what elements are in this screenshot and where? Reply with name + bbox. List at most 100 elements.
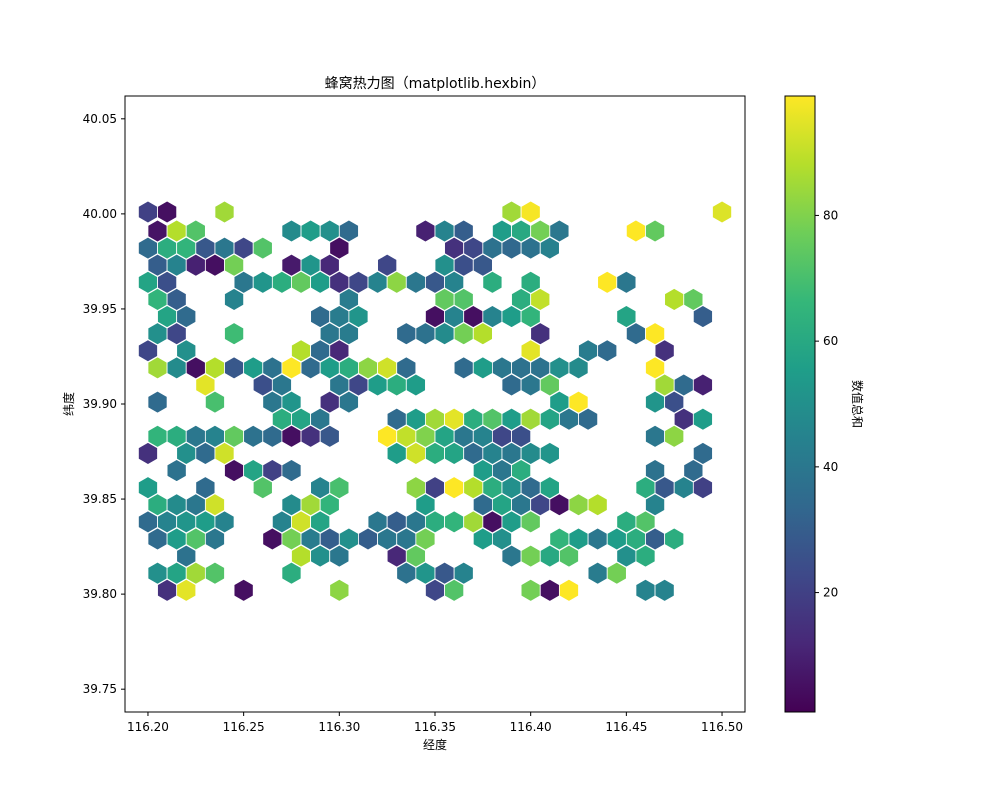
hex-cell xyxy=(482,270,503,294)
hex-cell xyxy=(692,407,713,431)
hex-cell xyxy=(157,270,178,294)
hex-cell xyxy=(530,287,551,311)
hex-cell xyxy=(664,390,685,414)
hex-cell xyxy=(444,270,465,294)
hex-cell xyxy=(645,219,666,243)
hex-cell xyxy=(472,253,493,277)
hex-cell xyxy=(377,253,398,277)
hex-cell xyxy=(405,544,426,568)
hex-cell xyxy=(645,493,666,517)
y-tick-label: 39.80 xyxy=(83,587,117,601)
y-axis-ticks: 39.75 39.80 39.85 39.90 39.95 40.00 40.05 xyxy=(83,112,125,696)
hex-cell xyxy=(195,373,216,397)
y-tick-label: 39.95 xyxy=(83,302,117,316)
hex-cell xyxy=(195,476,216,500)
hex-cell xyxy=(137,476,158,500)
hex-cell xyxy=(319,493,340,517)
hex-cell xyxy=(692,373,713,397)
hex-cell xyxy=(415,527,436,551)
hex-cell xyxy=(558,578,579,602)
hex-cell xyxy=(492,527,512,551)
y-tick-label: 39.85 xyxy=(83,492,117,506)
hex-cell xyxy=(645,322,666,346)
hex-cell xyxy=(664,424,685,448)
y-tick-label: 40.00 xyxy=(83,207,117,221)
hex-cell xyxy=(329,339,350,363)
hex-cell xyxy=(415,493,436,517)
hex-cell xyxy=(692,476,713,500)
hex-cell xyxy=(281,390,302,414)
colorbar-ticks: 20 40 60 80 xyxy=(815,208,838,600)
x-tick-label: 116.50 xyxy=(701,720,743,734)
colorbar-tick-label: 40 xyxy=(823,460,838,474)
hex-cell xyxy=(692,441,713,465)
hex-cell xyxy=(166,459,187,483)
hex-cell xyxy=(558,544,579,568)
hex-cell xyxy=(204,390,225,414)
hex-cell xyxy=(329,236,350,260)
y-tick-label: 39.90 xyxy=(83,397,117,411)
hex-cell xyxy=(224,322,245,346)
hex-cell xyxy=(204,493,225,517)
hex-cell xyxy=(539,373,560,397)
hex-cell xyxy=(338,219,359,243)
hex-cell xyxy=(453,287,474,311)
hex-cell xyxy=(597,339,618,363)
hex-cell xyxy=(539,236,560,260)
colorbar-tick-label: 60 xyxy=(823,334,838,348)
hex-cell xyxy=(405,373,426,397)
hex-cell xyxy=(520,200,541,224)
hex-cell xyxy=(549,219,570,243)
y-axis-label: 纬度 xyxy=(61,392,76,416)
hex-cell xyxy=(176,339,197,363)
hex-cell xyxy=(137,339,158,363)
hex-cell xyxy=(224,287,245,311)
y-tick-label: 40.05 xyxy=(83,112,117,126)
hex-cell xyxy=(520,305,541,329)
hex-cell xyxy=(664,527,685,551)
hex-cell xyxy=(645,356,666,380)
x-axis-ticks: 116.20 116.25 116.30 116.35 116.40 116.45 116.… xyxy=(127,712,743,734)
x-tick-label: 116.25 xyxy=(223,720,265,734)
hex-cell xyxy=(539,476,560,500)
colorbar xyxy=(784,95,816,713)
hex-cell xyxy=(520,270,541,294)
hex-cell xyxy=(147,390,168,414)
hex-cell xyxy=(214,200,235,224)
hex-cell xyxy=(204,561,225,585)
colorbar-tick-label: 20 xyxy=(823,586,838,600)
hex-cell xyxy=(616,305,637,329)
hex-cell xyxy=(578,407,599,431)
x-axis-label: 经度 xyxy=(423,737,447,752)
hex-cell xyxy=(606,561,627,585)
hex-cell xyxy=(319,424,340,448)
x-tick-label: 116.35 xyxy=(414,720,456,734)
x-tick-label: 116.30 xyxy=(318,720,360,734)
hex-cell xyxy=(281,459,302,483)
hex-cell xyxy=(645,459,666,483)
x-tick-label: 116.40 xyxy=(510,720,552,734)
y-tick-label: 39.75 xyxy=(83,682,117,696)
hex-cell xyxy=(444,578,465,602)
hex-cell xyxy=(635,544,656,568)
hex-cell xyxy=(338,390,359,414)
hex-cell xyxy=(233,578,254,602)
hex-cell xyxy=(530,322,551,346)
hex-cell xyxy=(329,544,350,568)
hex-cell xyxy=(176,305,197,329)
hex-cell xyxy=(568,356,589,380)
hex-cell xyxy=(453,219,474,243)
hex-cell xyxy=(310,407,331,431)
hex-cell xyxy=(185,219,206,243)
hex-cell xyxy=(654,339,675,363)
hex-cell xyxy=(224,253,245,277)
hex-cell xyxy=(166,287,187,311)
hex-cell xyxy=(511,459,532,483)
hex-cell xyxy=(587,493,608,517)
hex-cell xyxy=(683,287,704,311)
hex-cell xyxy=(520,510,541,534)
hex-cell xyxy=(511,424,532,448)
hex-cell xyxy=(568,390,589,414)
hex-cell xyxy=(453,561,474,585)
